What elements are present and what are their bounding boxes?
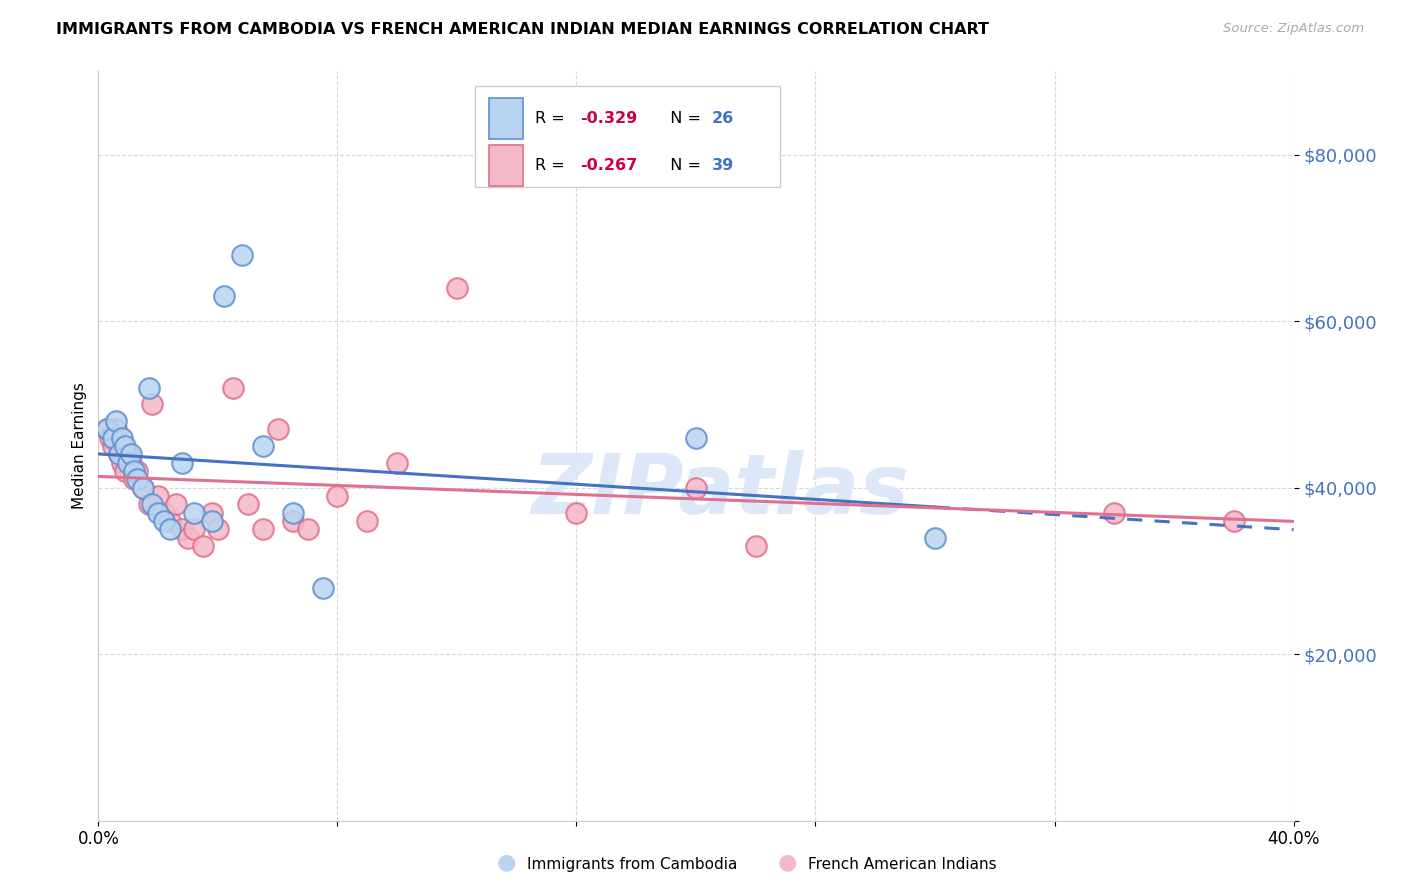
Point xyxy=(446,281,468,295)
Point xyxy=(117,447,139,461)
Text: 26: 26 xyxy=(711,112,734,126)
Text: R =: R = xyxy=(534,158,569,173)
Text: R =: R = xyxy=(534,112,569,126)
Point xyxy=(153,514,176,528)
Point xyxy=(105,422,128,436)
Point xyxy=(148,506,170,520)
Point xyxy=(114,464,136,478)
Point xyxy=(252,522,274,536)
Point xyxy=(108,447,131,461)
Text: ●: ● xyxy=(778,853,797,872)
Text: 39: 39 xyxy=(711,158,734,173)
Point xyxy=(311,581,333,595)
Point xyxy=(191,539,214,553)
Point xyxy=(252,439,274,453)
Point xyxy=(120,456,142,470)
Point xyxy=(111,431,134,445)
Y-axis label: Median Earnings: Median Earnings xyxy=(72,383,87,509)
Point xyxy=(201,514,224,528)
Point xyxy=(111,456,134,470)
Point xyxy=(222,381,245,395)
Point xyxy=(159,522,181,536)
Point xyxy=(356,514,378,528)
Point xyxy=(236,497,259,511)
Text: ZIPatlas: ZIPatlas xyxy=(531,450,908,532)
Point xyxy=(148,489,170,503)
Text: -0.267: -0.267 xyxy=(581,158,637,173)
Point xyxy=(138,497,160,511)
Point xyxy=(165,497,187,511)
Point xyxy=(141,497,163,511)
Point xyxy=(745,539,768,553)
Point xyxy=(172,522,194,536)
Point xyxy=(159,514,181,528)
Point xyxy=(385,456,409,470)
Text: IMMIGRANTS FROM CAMBODIA VS FRENCH AMERICAN INDIAN MEDIAN EARNINGS CORRELATION C: IMMIGRANTS FROM CAMBODIA VS FRENCH AMERI… xyxy=(56,22,990,37)
Point xyxy=(207,522,229,536)
Point xyxy=(132,481,155,495)
Point xyxy=(124,464,146,478)
Point xyxy=(124,472,146,486)
Point xyxy=(103,439,125,453)
Point xyxy=(231,247,253,261)
Point xyxy=(565,506,588,520)
Text: Source: ZipAtlas.com: Source: ZipAtlas.com xyxy=(1223,22,1364,36)
Point xyxy=(120,447,142,461)
Text: -0.329: -0.329 xyxy=(581,112,637,126)
Point xyxy=(138,381,160,395)
Point xyxy=(172,456,194,470)
Point xyxy=(297,522,319,536)
Point xyxy=(1223,514,1246,528)
Point xyxy=(117,456,139,470)
Point xyxy=(127,472,149,486)
Point xyxy=(105,414,128,428)
Text: Immigrants from Cambodia: Immigrants from Cambodia xyxy=(527,857,738,872)
Point xyxy=(685,431,707,445)
Bar xyxy=(489,98,523,139)
Point xyxy=(281,514,304,528)
Point xyxy=(141,397,163,411)
Point xyxy=(177,531,200,545)
Point xyxy=(108,447,131,461)
Text: ●: ● xyxy=(496,853,516,872)
Point xyxy=(103,431,125,445)
Point xyxy=(201,506,224,520)
Text: French American Indians: French American Indians xyxy=(808,857,997,872)
Point xyxy=(96,422,118,436)
Point xyxy=(924,531,946,545)
Point xyxy=(685,481,707,495)
Point xyxy=(281,506,304,520)
Point xyxy=(183,522,205,536)
Text: N =: N = xyxy=(661,112,706,126)
Point xyxy=(96,422,118,436)
Point xyxy=(212,289,235,303)
FancyBboxPatch shape xyxy=(475,87,780,187)
Point xyxy=(153,506,176,520)
Text: N =: N = xyxy=(661,158,706,173)
Point xyxy=(127,464,149,478)
Point xyxy=(132,481,155,495)
Point xyxy=(267,422,290,436)
Point xyxy=(1104,506,1126,520)
Point xyxy=(114,439,136,453)
Point xyxy=(326,489,349,503)
Point xyxy=(183,506,205,520)
Bar xyxy=(489,145,523,186)
Point xyxy=(98,431,122,445)
